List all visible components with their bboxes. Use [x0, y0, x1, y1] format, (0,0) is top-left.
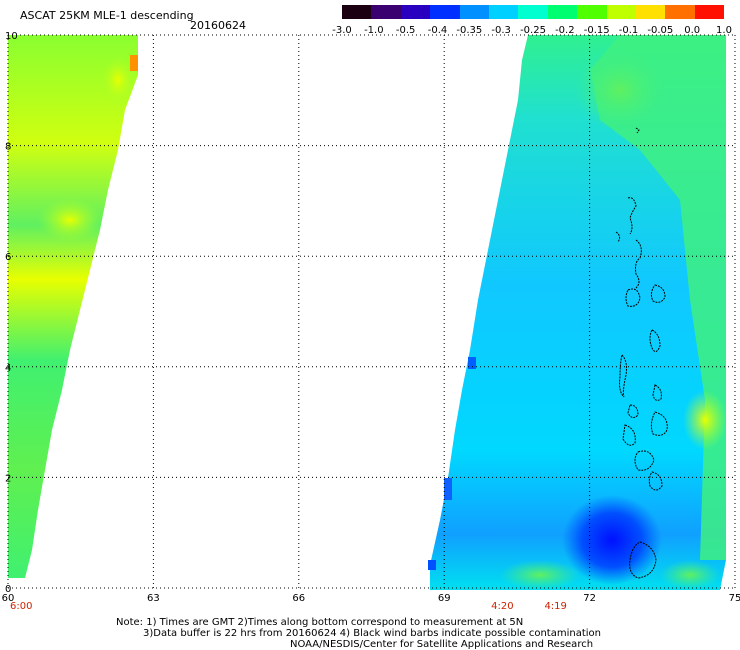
swath-left-orange-pixel [130, 55, 138, 71]
swath-left-yellow-patch [38, 198, 102, 242]
swath-right-blue-pixel [468, 357, 476, 369]
island-outlines [615, 127, 668, 579]
x-tick-label: 66 [292, 593, 305, 604]
swath-right-yellow-patch [683, 390, 727, 450]
swath-left-yellow-patch-2 [100, 55, 136, 105]
colorbar-label: -0.1 [618, 25, 639, 36]
y-tick-label: 0 [5, 584, 11, 595]
colorbar-swatch [606, 5, 636, 19]
time-label: 4:20 [491, 601, 513, 612]
swath-right-green-south [500, 560, 580, 590]
colorbar-swatch [635, 5, 666, 19]
y-tick-label: 6 [5, 252, 11, 263]
colorbar-swatch [400, 5, 431, 19]
colorbar-label: -0.05 [647, 25, 674, 36]
colorbar-label: 1.0 [716, 25, 732, 36]
note-line-2: 3)Data buffer is 22 hrs from 20160624 4)… [143, 628, 601, 639]
colorbar-swatch [430, 5, 460, 19]
plot-date: 20160624 [190, 19, 246, 32]
colorbar-swatch [694, 5, 725, 19]
swath-left [8, 35, 138, 578]
y-tick-label: 8 [5, 142, 11, 153]
x-tick-label: 60 [2, 593, 15, 604]
swath-right-green-sw [660, 560, 720, 590]
colorbar-swatch [547, 5, 578, 19]
colorbar-swatch [342, 5, 372, 19]
gridlines [7, 34, 736, 589]
swath-right-blue-pixel-2 [444, 478, 452, 500]
time-labels: 6:00 4:20 4:19 [10, 601, 567, 612]
colorbar-label: -1.0 [364, 25, 384, 36]
swath-right-green-east [590, 35, 726, 560]
x-axis: 60 63 66 69 72 75 [2, 593, 740, 604]
colorbar-label: -0.3 [491, 25, 511, 36]
colorbar [342, 5, 725, 19]
time-label: 6:00 [10, 601, 32, 612]
colorbar-swatch [371, 5, 401, 19]
x-tick-label: 75 [729, 593, 740, 604]
plot-title: ASCAT 25KM MLE-1 descending [20, 9, 194, 22]
colorbar-label: -0.35 [456, 25, 483, 36]
colorbar-swatch [665, 5, 695, 19]
colorbar-swatch [459, 5, 489, 19]
note-line-1: Note: 1) Times are GMT 2)Times along bot… [116, 617, 524, 628]
y-axis: 0 2 4 6 8 10 [5, 31, 18, 595]
swath-right-green-north [575, 50, 665, 130]
note-line-3: NOAA/NESDIS/Center for Satellite Applica… [290, 639, 594, 650]
y-tick-label: 10 [5, 31, 18, 42]
colorbar-swatch [518, 5, 548, 19]
y-tick-label: 4 [5, 363, 11, 374]
colorbar-label: -0.15 [583, 25, 610, 36]
colorbar-label: -0.4 [427, 25, 448, 36]
swath-right-blue-pixel-3 [428, 560, 436, 570]
colorbar-label: -0.5 [395, 25, 416, 36]
swath-right [430, 35, 726, 590]
time-label: 4:19 [544, 601, 566, 612]
swath-right-low-wind [562, 495, 662, 585]
y-tick-label: 2 [5, 473, 11, 484]
x-tick-label: 72 [583, 593, 596, 604]
colorbar-label: -3.0 [332, 25, 352, 36]
x-tick-label: 69 [438, 593, 451, 604]
colorbar-label: -0.2 [555, 25, 575, 36]
x-tick-label: 63 [147, 593, 160, 604]
colorbar-swatch [488, 5, 519, 19]
colorbar-label: -0.25 [520, 25, 546, 36]
colorbar-label: 0.0 [684, 25, 701, 36]
colorbar-swatch [577, 5, 607, 19]
